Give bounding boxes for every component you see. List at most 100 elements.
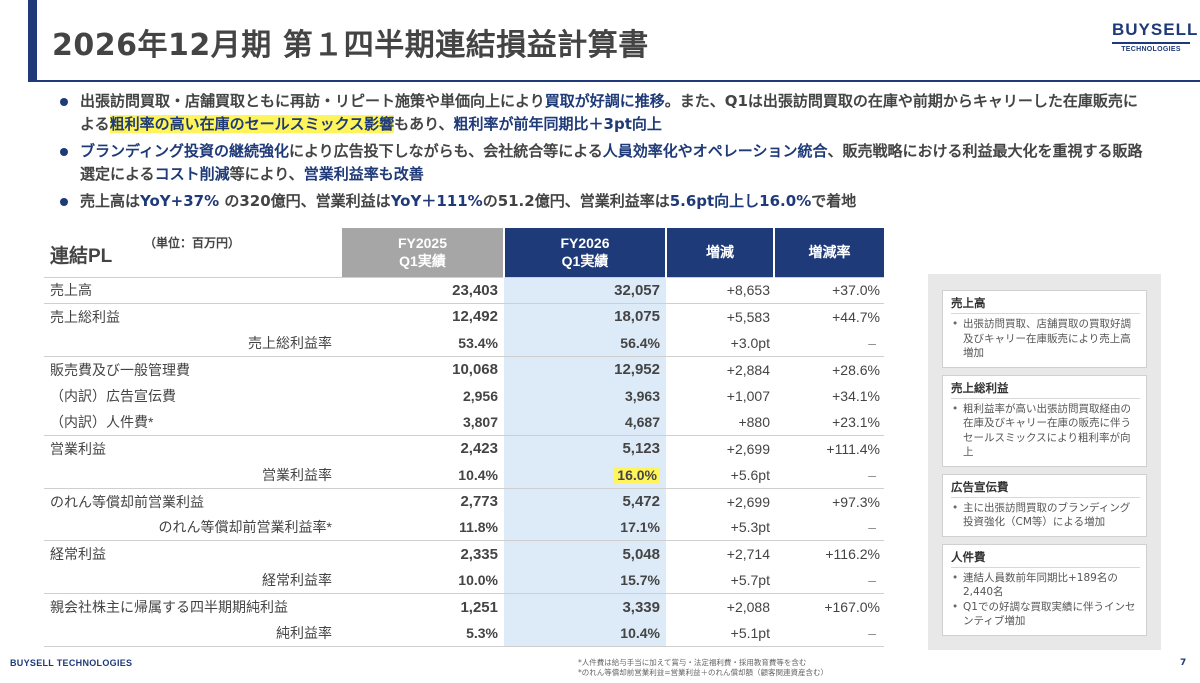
cell-fy2026: 3,339 [504, 593, 666, 621]
cell-change-rate: +28.6% [774, 355, 884, 383]
cell-fy2025: 2,335 [342, 540, 504, 568]
footer-logo: BUYSELL TECHNOLOGIES [10, 658, 133, 668]
header-fy2025: FY2025 Q1実績 [342, 228, 504, 277]
note-card-item: 粗利益率が高い出張訪問買取経由の在庫及びキャリー在庫の販売に伴うセールスミックス… [951, 402, 1140, 460]
cell-fy2026-value: 5,048 [622, 545, 660, 563]
bullet-text-segment: コスト削減 [154, 165, 230, 183]
bullet-text-segment: ブランディング投資の継続強化 [80, 142, 289, 160]
cell-fy2025: 2,773 [342, 487, 504, 515]
table-row: 売上総利益 12,492 18,075 +5,583 +44.7% [44, 302, 884, 330]
bullet-text-segment: 。また、Q1は出張訪問買取の在庫や前期からキャリーした在庫販売による [80, 92, 1138, 133]
summary-bullet: 売上高はYoY+37% の320億円、営業利益はYoY＋111%の51.2億円、… [58, 190, 1148, 213]
page-title: 2026年12月期 第１四半期連結損益計算書 [52, 28, 649, 63]
bullet-text-segment: 等により、 [229, 165, 304, 183]
cell-change-rate: +97.3% [774, 487, 884, 515]
cell-fy2026: 12,952 [504, 355, 666, 383]
cell-fy2026-value: 5,472 [622, 493, 660, 511]
cell-fy2026-value: 12,952 [614, 361, 660, 379]
cell-fy2025: 11.8% [459, 519, 498, 536]
pl-table: （単位：百万円） 連結PL FY2025 Q1実績 FY2026 Q1実績 増減 増… [44, 228, 884, 647]
bullet-text-segment: 5.6pt向上し16.0% [669, 192, 812, 210]
row-label: 親会社株主に帰属する四半期期純利益 [44, 593, 342, 621]
cell-fy2025: 10.0% [458, 572, 498, 589]
cell-fy2026-value: 56.4% [620, 334, 660, 351]
summary-bullet: ブランディング投資の継続強化により広告投下しながらも、会社統合等による人員効率化… [58, 140, 1148, 186]
note-card: 売上総利益粗利益率が高い出張訪問買取経由の在庫及びキャリー在庫の販売に伴うセール… [942, 374, 1147, 467]
cell-fy2026-value: 18,075 [614, 308, 660, 326]
table-row: 純利益率 5.3% 10.4% +5.1pt – [44, 620, 884, 647]
bullet-text-segment: により広告投下しながらも、会社統合等による [288, 142, 603, 160]
cell-fy2026-value: 10.4% [620, 625, 660, 642]
cell-fy2025: 1,251 [342, 593, 504, 621]
cell-fy2026-value: 32,057 [614, 281, 660, 299]
cell-fy2026: 16.0% [504, 461, 666, 489]
bullet-text-segment: で着地 [811, 192, 857, 210]
note-card: 売上高出張訪問買取、店舗買取の買取好調及びキャリー在庫販売により売上高増加 [942, 290, 1147, 368]
table-row: 営業利益率 10.4% 16.0% +5.6pt – [44, 461, 884, 489]
note-card-title: 人件費 [951, 549, 1140, 568]
cell-fy2025: 2,956 [462, 387, 498, 404]
cell-change: +2,714 [666, 540, 774, 568]
cell-fy2025: 53.4% [458, 334, 498, 351]
cell-fy2026: 5,048 [504, 540, 666, 568]
table-row: 販売費及び一般管理費 10,068 12,952 +2,884 +28.6% [44, 355, 884, 383]
bullet-text-segment: 粗利率が前年同期比＋3pt向上 [453, 115, 662, 133]
cell-fy2026: 17.1% [504, 514, 666, 541]
row-label: 売上総利益率 [248, 334, 332, 351]
row-label: 売上総利益 [44, 302, 342, 330]
footnotes: *人件費は給与手当に加えて賞与・法定福利費・採用教育費等を含む *のれん等償却前… [578, 658, 828, 678]
note-card-title: 売上総利益 [951, 380, 1140, 399]
row-label: （内訳）広告宣伝費 [50, 387, 176, 404]
bullet-text-segment: YoY+37% [140, 192, 220, 210]
bullet-text-segment: の320億円、営業利益は [219, 192, 391, 210]
cell-fy2026: 5,123 [504, 434, 666, 462]
table-row: 売上総利益率 53.4% 56.4% +3.0pt – [44, 329, 884, 357]
note-card-item: Q1での好調な買取実績に伴うインセンティブ増加 [951, 600, 1140, 629]
row-label: 経常利益 [44, 540, 342, 568]
cell-change: +8,653 [666, 276, 774, 304]
cell-fy2025: 2,423 [342, 434, 504, 462]
logo-rule [1112, 42, 1190, 44]
cell-fy2026: 32,057 [504, 276, 666, 304]
cell-fy2025: 10.4% [458, 466, 498, 483]
table-row: 経常利益 2,335 5,048 +2,714 +116.2% [44, 540, 884, 568]
logo-subtitle: TECHNOLOGIES [1121, 46, 1181, 53]
header-change-rate: 増減率 [773, 228, 884, 277]
table-row: （内訳）人件費* 3,807 4,687 +880 +23.1% [44, 408, 884, 436]
cell-fy2026-value: 15.7% [620, 572, 660, 589]
cell-change: +5.6pt [730, 466, 770, 483]
bullet-text-segment: YoY＋111% [390, 192, 483, 210]
cell-change-rate: – [774, 620, 884, 647]
cell-change: +5,583 [666, 302, 774, 330]
row-label: （内訳）人件費* [50, 413, 154, 430]
pl-title: 連結PL [50, 246, 113, 267]
cell-fy2026: 18,075 [504, 302, 666, 330]
cell-change-rate: – [868, 572, 876, 589]
summary-bullet: 出張訪問買取・店舗買取ともに再訪・リピート施策や単価向上により買取が好調に推移。… [58, 90, 1148, 136]
cell-fy2025: 3,807 [462, 413, 498, 430]
cell-change: +2,088 [666, 593, 774, 621]
cell-change: +1,007 [726, 387, 770, 404]
row-label: 営業利益 [44, 434, 342, 462]
bullet-text-segment: 買取が好調に推移 [544, 92, 665, 110]
bullet-text-segment: 粗利率の高い在庫のセールスミックス影響 [109, 115, 395, 133]
pl-table-header-row: （単位：百万円） 連結PL FY2025 Q1実績 FY2026 Q1実績 増減 増… [44, 228, 884, 277]
note-card: 広告宣伝費主に出張訪問買取のブランディング投資強化（CM等）による増加 [942, 473, 1147, 537]
footnote-2: *のれん等償却前営業利益=営業利益＋のれん償却額（顧客関連資産含む） [578, 668, 829, 677]
footnote-1: *人件費は給与手当に加えて賞与・法定福利費・採用教育費等を含む [578, 658, 807, 667]
cell-fy2025: 10,068 [342, 355, 504, 383]
table-row: 売上高 23,403 32,057 +8,653 +37.0% [44, 276, 884, 304]
cell-fy2026-value: 3,339 [622, 598, 660, 616]
cell-change-rate: +37.0% [774, 276, 884, 304]
bullet-text-segment: 人員効率化やオペレーション統合 [602, 142, 828, 160]
header-change: 増減 [665, 228, 774, 277]
cell-fy2026-value: 16.0% [614, 466, 660, 483]
logo-wordmark: BUYSELL [1112, 20, 1199, 39]
cell-change-rate: – [868, 519, 876, 536]
table-row: 営業利益 2,423 5,123 +2,699 +111.4% [44, 434, 884, 462]
page-number: 7 [1180, 658, 1187, 668]
note-card-item: 連結人員数前年同期比+189名の2,440名 [951, 571, 1140, 600]
cell-change: +5.3pt [730, 519, 770, 536]
cell-fy2026-value: 17.1% [620, 519, 660, 536]
unit-label: （単位：百万円） [144, 236, 241, 250]
